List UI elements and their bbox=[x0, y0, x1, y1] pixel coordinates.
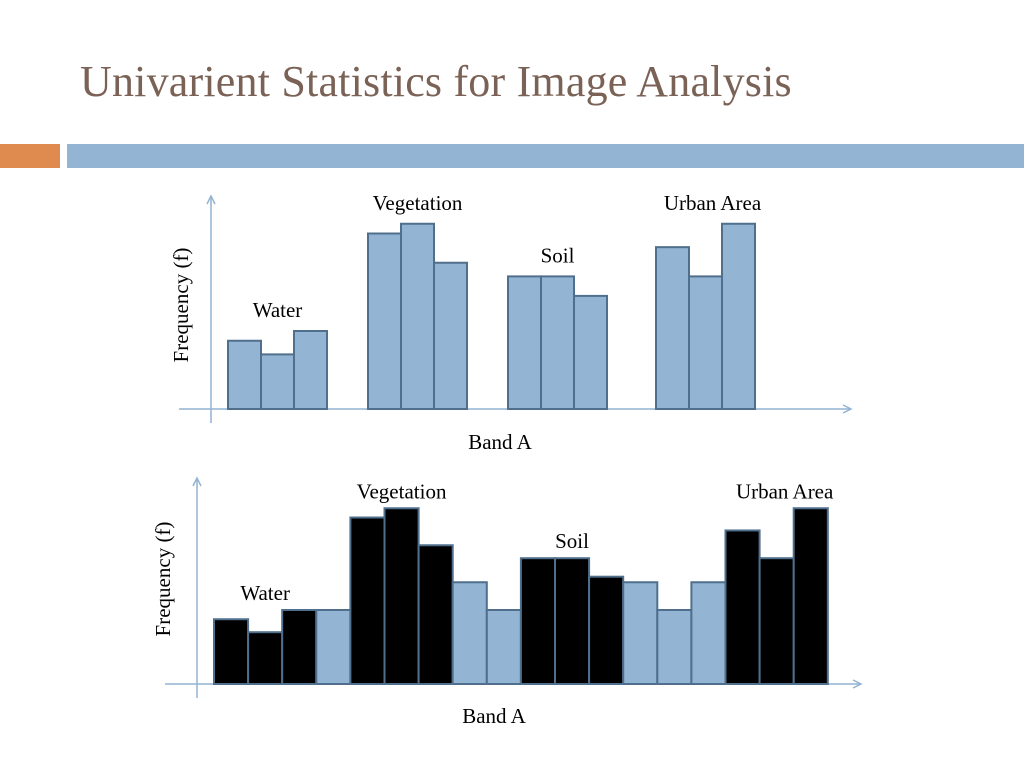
y-axis-arrow bbox=[192, 476, 202, 487]
bar-urban-area-17 bbox=[758, 557, 795, 686]
bar-water-1 bbox=[213, 618, 250, 685]
bar-soil-12 bbox=[588, 575, 625, 686]
bar-urban-area-2 bbox=[688, 275, 723, 410]
bar-soil-1 bbox=[507, 275, 542, 410]
bar-overlap-4 bbox=[315, 609, 352, 685]
bar-vegetation-2 bbox=[400, 222, 435, 410]
bar-overlap-14 bbox=[656, 609, 693, 685]
bar-vegetation-7 bbox=[417, 544, 454, 685]
y-axis-label: Frequency (f) bbox=[169, 248, 193, 363]
chart-axes bbox=[165, 476, 863, 698]
class-label-soil: Soil bbox=[541, 243, 575, 267]
bar-water-1 bbox=[227, 339, 262, 410]
bar-group bbox=[213, 507, 829, 686]
bar-water-3 bbox=[281, 609, 318, 685]
accent-bar-blue bbox=[67, 144, 1024, 168]
bar-vegetation-3 bbox=[433, 261, 468, 410]
bar-soil-3 bbox=[573, 294, 608, 410]
bar-urban-area-3 bbox=[721, 222, 756, 410]
class-label-water: Water bbox=[253, 298, 303, 322]
chart-axes bbox=[179, 194, 853, 423]
slide-title: Univarient Statistics for Image Analysis bbox=[80, 57, 792, 106]
bar-water-2 bbox=[260, 353, 295, 410]
class-label-vegetation: Vegetation bbox=[373, 191, 463, 215]
y-axis-arrow bbox=[206, 194, 216, 205]
bar-overlap-9 bbox=[485, 609, 522, 685]
bar-overlap-8 bbox=[451, 581, 488, 685]
bar-urban-area-16 bbox=[724, 529, 761, 686]
class-label-urban-area: Urban Area bbox=[736, 479, 834, 503]
x-axis-label: Band A bbox=[468, 430, 532, 454]
class-labels: Water Vegetation Soil Urban Area bbox=[240, 479, 834, 605]
class-labels: Water Vegetation Soil Urban Area bbox=[253, 191, 762, 322]
bar-vegetation-5 bbox=[349, 516, 386, 685]
bar-water-2 bbox=[247, 631, 284, 686]
bar-overlap-15 bbox=[690, 581, 727, 685]
bar-urban-area-1 bbox=[655, 246, 690, 410]
bar-group bbox=[227, 222, 756, 410]
bar-soil-11 bbox=[554, 557, 591, 686]
x-axis-arrow bbox=[842, 404, 853, 414]
bar-urban-area-18 bbox=[792, 507, 829, 685]
y-axis-label: Frequency (f) bbox=[151, 522, 175, 637]
bar-vegetation-1 bbox=[367, 232, 402, 410]
bar-soil-10 bbox=[519, 557, 557, 686]
accent-bar-orange bbox=[0, 144, 60, 168]
x-axis-label: Band A bbox=[462, 704, 526, 728]
bar-soil-2 bbox=[540, 275, 575, 410]
class-label-soil: Soil bbox=[555, 529, 589, 553]
bar-overlap-13 bbox=[622, 581, 659, 685]
class-label-water: Water bbox=[240, 581, 290, 605]
bar-water-3 bbox=[293, 330, 328, 410]
bar-vegetation-6 bbox=[383, 507, 420, 685]
class-label-urban-area: Urban Area bbox=[664, 191, 762, 215]
class-label-vegetation: Vegetation bbox=[357, 479, 447, 503]
x-axis-arrow bbox=[852, 679, 863, 689]
